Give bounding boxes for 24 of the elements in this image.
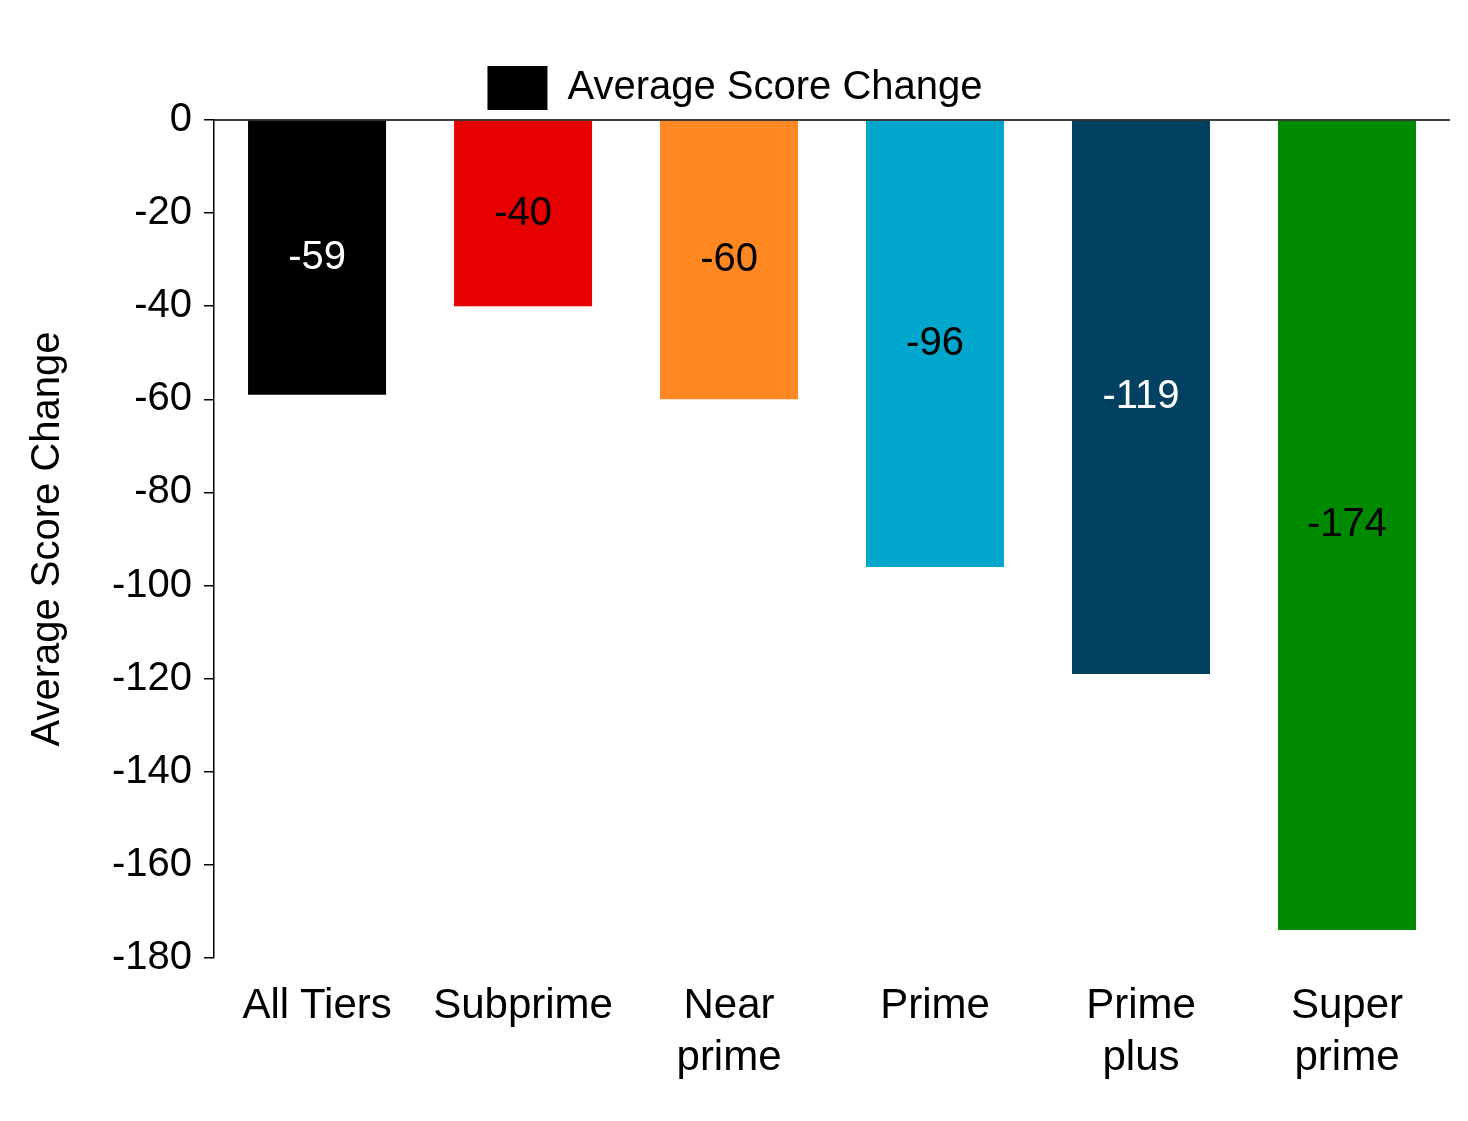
y-tick-label: -100 [112,560,193,605]
y-tick-label: -80 [134,467,193,512]
y-tick-label: -180 [112,933,193,978]
data-label: -40 [494,188,552,233]
x-tick-label: Prime plus [1086,979,1196,1080]
y-tick-label: 0 [169,95,193,140]
y-tick-label: -60 [134,374,193,419]
y-tick-label: -160 [112,839,193,884]
x-tick-label: Super prime [1290,979,1404,1080]
y-tick-label: -140 [112,746,193,791]
data-label: -60 [700,235,758,280]
y-tick-label: -20 [134,188,193,233]
data-label: -96 [906,318,964,363]
data-label: -59 [288,232,346,277]
data-label: -174 [1306,500,1388,545]
data-label: -119 [1102,372,1180,417]
y-tick-label: -40 [134,281,193,326]
y-tick-label: -120 [112,653,193,698]
x-tick-label: All Tiers [242,979,392,1027]
y-axis-title: Average Score Change [23,331,68,747]
x-tick-label: Near prime [676,979,782,1080]
legend-label: Average Score Change [567,63,983,108]
x-tick-label: Prime [880,979,990,1027]
x-tick-label: Subprime [433,979,613,1027]
